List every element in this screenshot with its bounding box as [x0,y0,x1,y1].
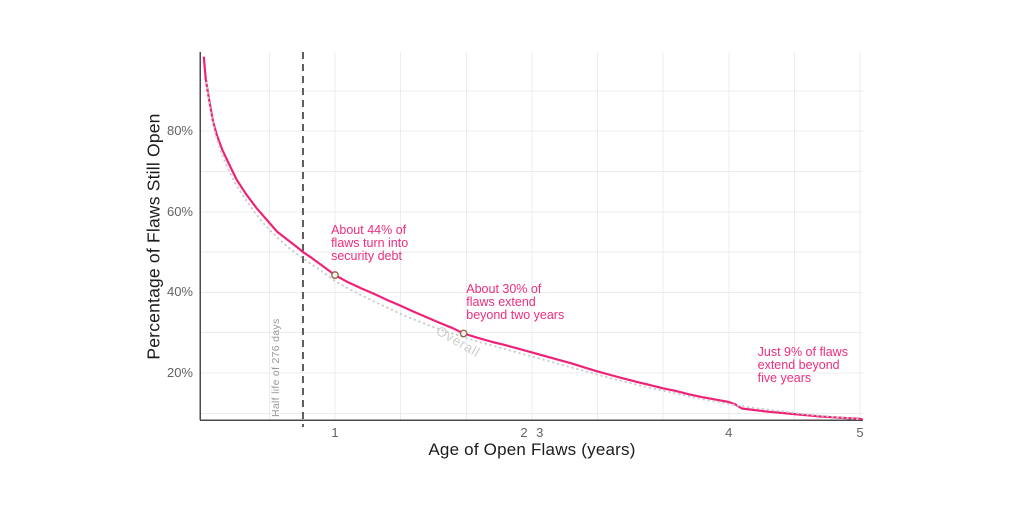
data-point-marker [331,271,339,279]
annotation-line: About 44% of [331,222,407,237]
x-tick-label: 1 [331,425,339,440]
x-tick-label: 4 [725,425,733,440]
x-axis-title: Age of Open Flaws (years) [428,440,636,459]
y-tick-label: 20% [166,365,193,380]
series-flaw-survival [202,56,863,421]
x-tick-label: 2 [520,425,528,440]
x-tick-label: 5 [856,425,864,440]
y-tick-label: 80% [166,123,193,139]
series-overall-dotted [205,81,861,421]
annotation-line: extend beyond [757,357,840,372]
annotation-line: About 30% of [466,282,542,297]
annotation-line: flaws extend [466,295,536,310]
annotation-security-debt: About 44% of flaws turn into security debt [331,222,409,263]
annotation-line: Just 9% of flaws [757,344,848,359]
annotation-two-years: About 30% of flaws extend beyond two years [466,283,564,322]
x-tick-label: 3 [536,425,544,440]
annotation-line: flaws turn into [331,235,409,250]
data-point-marker [459,329,468,338]
annotation-five-years: Just 9% of flaws extend beyond five years [758,346,848,385]
annotation-line: five years [757,370,812,385]
y-tick-label: 40% [166,284,193,300]
half-life-reference-label: Half life of 276 days [269,318,282,417]
annotation-line: security debt [331,248,402,263]
annotation-line: beyond two years [466,307,565,322]
y-tick-label: 60% [166,203,193,219]
